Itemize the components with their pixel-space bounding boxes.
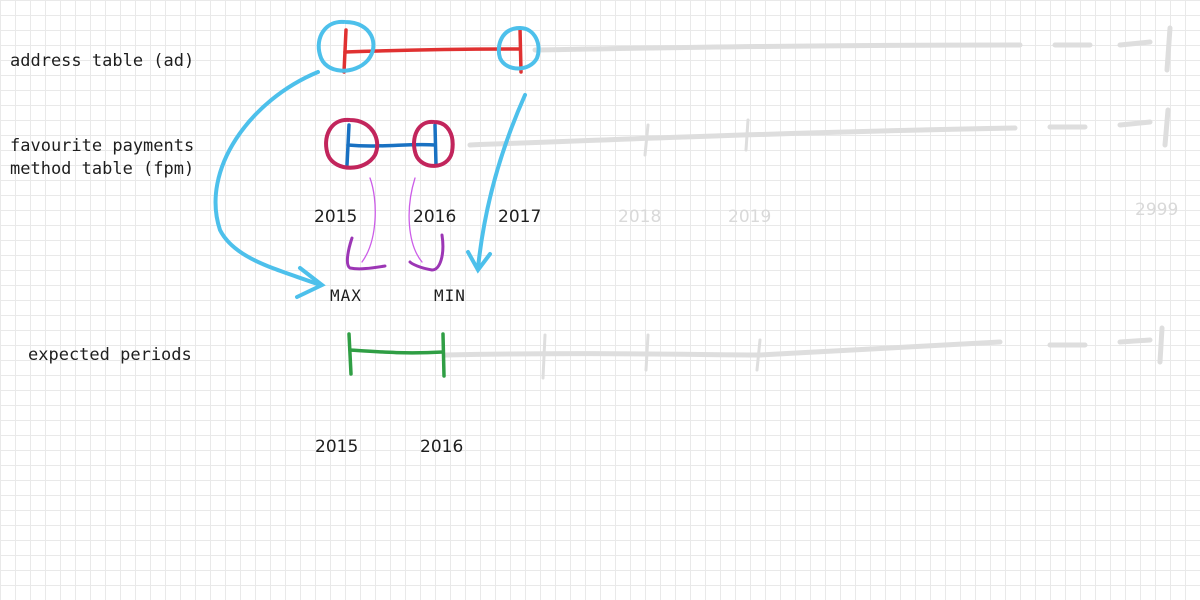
expected-tick-b xyxy=(644,333,650,372)
address-future-line xyxy=(532,42,1023,53)
bracket-2015-guide xyxy=(361,177,376,263)
bracket-2016-guide xyxy=(408,177,423,263)
address-circles xyxy=(316,19,541,73)
fpm-tick-2019 xyxy=(744,118,750,152)
address-table-label: address table (ad) xyxy=(10,51,195,71)
expected-tick-c xyxy=(755,338,762,372)
min-arrow-head xyxy=(466,250,492,274)
year-label-2019: 2019 xyxy=(728,207,772,227)
fpm-circles xyxy=(324,117,455,170)
fpm-end-tick xyxy=(433,123,438,167)
address-line xyxy=(343,47,522,54)
expected-start-tick xyxy=(347,332,353,376)
min-arrow xyxy=(476,93,527,270)
fpm-future-dash xyxy=(1047,119,1153,130)
max-arrow xyxy=(213,70,322,287)
fpm-future-end-tick xyxy=(1162,107,1171,148)
year-label-2017: 2017 xyxy=(498,207,542,227)
fpm-label-line2: method table (fpm) xyxy=(10,159,195,179)
address-end-circle xyxy=(496,26,541,71)
address-period xyxy=(342,26,523,74)
bracket-2016 xyxy=(408,233,445,272)
fpm-line xyxy=(346,142,437,148)
bracket-2015 xyxy=(345,236,387,271)
max-label: MAX xyxy=(330,286,362,305)
fpm-end-circle xyxy=(412,119,455,168)
fpm-period xyxy=(345,123,438,167)
address-end-tick xyxy=(518,26,523,74)
address-start-tick xyxy=(342,28,348,74)
year-label-2015: 2015 xyxy=(314,207,358,227)
max-arrow-head xyxy=(295,266,326,299)
arrows xyxy=(213,70,527,299)
fpm-start-circle xyxy=(324,117,380,170)
year-label-2018: 2018 xyxy=(618,207,662,227)
expected-future-line xyxy=(442,339,1003,358)
expected-future-end-tick xyxy=(1157,325,1165,365)
address-start-circle xyxy=(316,19,376,73)
year-label-2016: 2016 xyxy=(413,207,457,227)
result-year-2015: 2015 xyxy=(315,437,359,457)
fpm-future-line xyxy=(467,125,1018,148)
address-future-end-tick xyxy=(1164,25,1173,73)
expected-end-tick xyxy=(441,332,446,378)
expected-periods-label: expected periods xyxy=(28,345,192,365)
result-year-2016: 2016 xyxy=(420,437,464,457)
future-timelines xyxy=(442,25,1173,380)
expected-tick-a xyxy=(541,333,547,380)
expected-period xyxy=(347,332,446,378)
fpm-start-tick xyxy=(345,123,351,167)
min-label: MIN xyxy=(434,286,466,305)
brackets xyxy=(345,177,445,272)
address-future-dash xyxy=(1052,39,1153,48)
fpm-tick-2018 xyxy=(643,123,650,157)
expected-line xyxy=(348,348,445,355)
fpm-label-line1: favourite payments xyxy=(10,136,195,156)
year-label-2999: 2999 xyxy=(1135,200,1179,220)
expected-future-dash xyxy=(1047,337,1153,348)
